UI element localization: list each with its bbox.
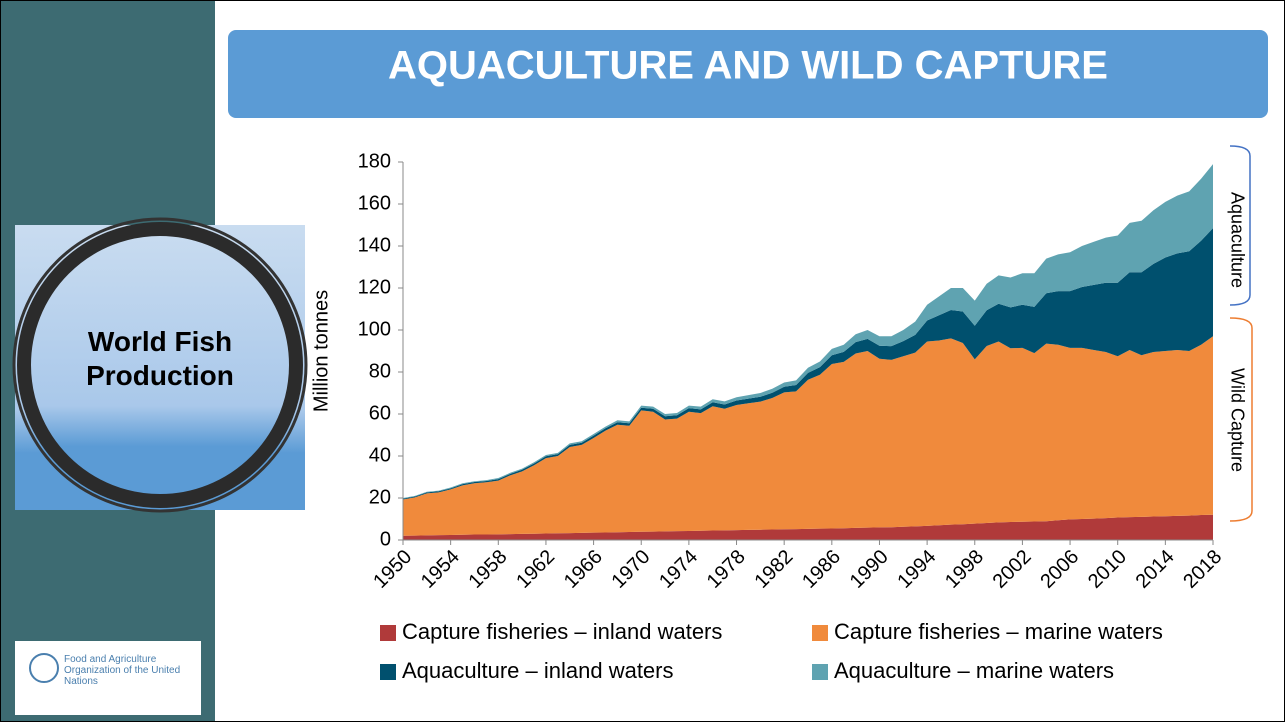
bracket-aquaculture bbox=[1229, 145, 1251, 306]
legend-swatch bbox=[380, 625, 396, 641]
area bbox=[403, 514, 1213, 540]
y-tick-label: 0 bbox=[380, 528, 391, 550]
annotation: Wild Capture bbox=[1227, 368, 1247, 472]
logo-emblem bbox=[29, 653, 59, 683]
y-tick-label: 160 bbox=[358, 192, 391, 214]
y-tick-label: 40 bbox=[369, 444, 391, 466]
logo-box-text: Food and Agriculture Organization of the… bbox=[64, 654, 181, 687]
legend-label: Capture fisheries – inland waters bbox=[402, 619, 722, 644]
legend-label: Capture fisheries – marine waters bbox=[834, 619, 1163, 644]
y-axis-label: Million tonnes bbox=[310, 290, 332, 412]
badge-ring bbox=[12, 217, 308, 513]
y-tick-label: 100 bbox=[358, 318, 391, 340]
title-box bbox=[228, 30, 1268, 118]
bracket-wild bbox=[1229, 317, 1253, 522]
badge-text: World Fish Production bbox=[86, 326, 234, 391]
annotation: Aquaculture bbox=[1227, 192, 1247, 288]
legend-label: Aquaculture – inland waters bbox=[402, 658, 674, 683]
y-tick-label: 60 bbox=[369, 402, 391, 424]
y-tick-label: 180 bbox=[358, 150, 391, 172]
legend-swatch bbox=[812, 625, 828, 641]
legend-label: Aquaculture – marine waters bbox=[834, 658, 1114, 683]
slide-title: AQUACULTURE AND WILD CAPTURE bbox=[388, 44, 1108, 88]
y-tick-label: 140 bbox=[358, 234, 391, 256]
y-tick-label: 120 bbox=[358, 276, 391, 298]
y-tick-label: 80 bbox=[369, 360, 391, 382]
legend-swatch bbox=[380, 664, 396, 680]
badge-box: World Fish Production bbox=[86, 326, 234, 391]
area bbox=[403, 336, 1213, 536]
y-tick-label: 20 bbox=[369, 486, 391, 508]
logo-text: Food and Agriculture Organization of the… bbox=[64, 654, 181, 687]
badge-circle bbox=[17, 222, 303, 508]
legend-swatch bbox=[812, 664, 828, 680]
